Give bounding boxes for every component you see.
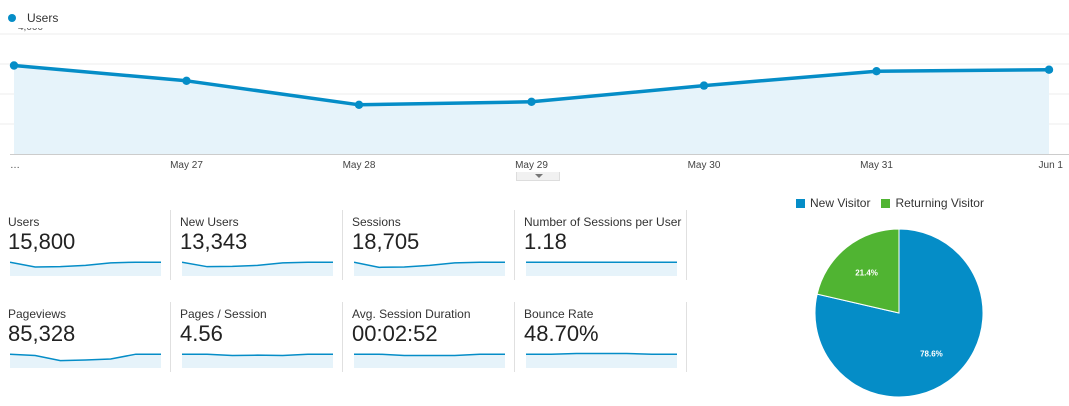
metric-label: Pages / Session (180, 307, 267, 321)
metric-label: New Users (180, 215, 239, 229)
sparkline-line (526, 352, 677, 355)
metric-card[interactable]: Pageviews 85,328 (8, 307, 172, 379)
metric-sparkline (182, 353, 333, 368)
pie-legend-item[interactable]: Returning Visitor (881, 196, 984, 210)
metric-divider (686, 302, 687, 372)
metric-value: 1.18 (524, 229, 567, 254)
sparkline-line (354, 353, 505, 357)
pie-slice-label: 21.4% (855, 268, 878, 277)
metric-card[interactable]: Number of Sessions per User 1.18 (524, 215, 688, 287)
sparkline-line (10, 261, 161, 268)
sparkline-fill (10, 262, 161, 276)
metric-card[interactable]: Pages / Session 4.56 (180, 307, 344, 379)
sparkline-fill (526, 262, 677, 276)
metric-value: 13,343 (180, 229, 248, 254)
users-data-point[interactable] (699, 81, 709, 90)
sparkline-line (10, 353, 161, 362)
metric-value: 00:02:52 (352, 321, 438, 346)
x-tick-label: Jun 1 (1039, 160, 1064, 171)
users-data-point[interactable] (1044, 65, 1054, 74)
pie-legend: New Visitor Returning Visitor (796, 196, 995, 210)
metric-label: Users (8, 215, 40, 229)
pie-legend-item[interactable]: New Visitor (796, 196, 870, 210)
users-data-point[interactable] (354, 100, 364, 110)
users-data-point[interactable] (182, 76, 191, 85)
sparkline-fill (10, 354, 161, 368)
metric-label: Number of Sessions per User (524, 215, 682, 229)
metric-divider (686, 210, 687, 280)
users-data-point[interactable] (872, 67, 881, 76)
metric-value: 15,800 (8, 229, 76, 254)
collapse-chart-handle[interactable] (516, 172, 560, 181)
x-tick-label: May 29 (515, 160, 548, 171)
legend-label: New Visitor (810, 196, 871, 210)
y-tick-label: 4,000 (18, 28, 43, 33)
users-data-point[interactable] (9, 61, 19, 70)
visitor-type-pie-chart[interactable]: 78.6% 21.4% (811, 225, 987, 401)
pie-slice-returning-visitor[interactable] (816, 228, 900, 314)
sparkline-line (354, 261, 505, 269)
metric-sparkline (526, 352, 677, 368)
metric-sparkline (526, 261, 677, 276)
sparkline-line (182, 353, 333, 357)
metric-card[interactable]: Bounce Rate 48.70% (524, 307, 688, 379)
x-tick-label: May 31 (860, 160, 893, 171)
metric-divider (514, 302, 515, 372)
metric-sparkline (354, 353, 505, 368)
sparkline-fill (182, 354, 333, 368)
x-tick-label: … (10, 160, 20, 171)
legend-swatch (881, 198, 891, 208)
metric-card[interactable]: Avg. Session Duration 00:02:52 (352, 307, 516, 379)
pie-slice-label: 78.6% (920, 350, 943, 359)
metric-divider (170, 302, 171, 372)
sparkline-fill (182, 262, 333, 276)
legend-label: Returning Visitor (895, 196, 984, 210)
metric-divider (342, 302, 343, 372)
metric-label: Sessions (352, 215, 401, 229)
users-data-point[interactable] (527, 97, 536, 107)
metric-sparkline (182, 261, 333, 276)
users-series-dot (8, 14, 16, 22)
metric-card[interactable]: Users 15,800 (8, 215, 172, 287)
metric-label: Avg. Session Duration (352, 307, 471, 321)
x-tick-label: May 30 (688, 160, 721, 171)
metric-sparkline (10, 261, 161, 276)
sparkline-fill (354, 354, 505, 368)
chart-legend: Users (8, 10, 58, 26)
metric-card[interactable]: New Users 13,343 (180, 215, 344, 287)
metric-divider (170, 210, 171, 280)
metric-card[interactable]: Sessions 18,705 (352, 215, 516, 287)
x-tick-label: May 27 (170, 160, 203, 171)
sparkline-fill (354, 262, 505, 276)
metric-value: 48.70% (524, 321, 599, 346)
x-tick-label: May 28 (343, 160, 376, 171)
users-area-fill (14, 65, 1049, 154)
legend-label: Users (27, 11, 59, 25)
legend-swatch (796, 198, 805, 208)
metric-divider (514, 210, 515, 280)
metric-sparkline (10, 353, 161, 368)
metric-value: 85,328 (8, 321, 76, 346)
metric-sparkline (354, 261, 505, 276)
sparkline-line (182, 261, 333, 268)
metric-label: Pageviews (8, 307, 67, 321)
metric-value: 18,705 (352, 229, 420, 254)
sparkline-fill (526, 353, 677, 368)
metric-divider (342, 210, 343, 280)
metric-label: Bounce Rate (524, 307, 594, 321)
metric-value: 4.56 (180, 321, 223, 346)
